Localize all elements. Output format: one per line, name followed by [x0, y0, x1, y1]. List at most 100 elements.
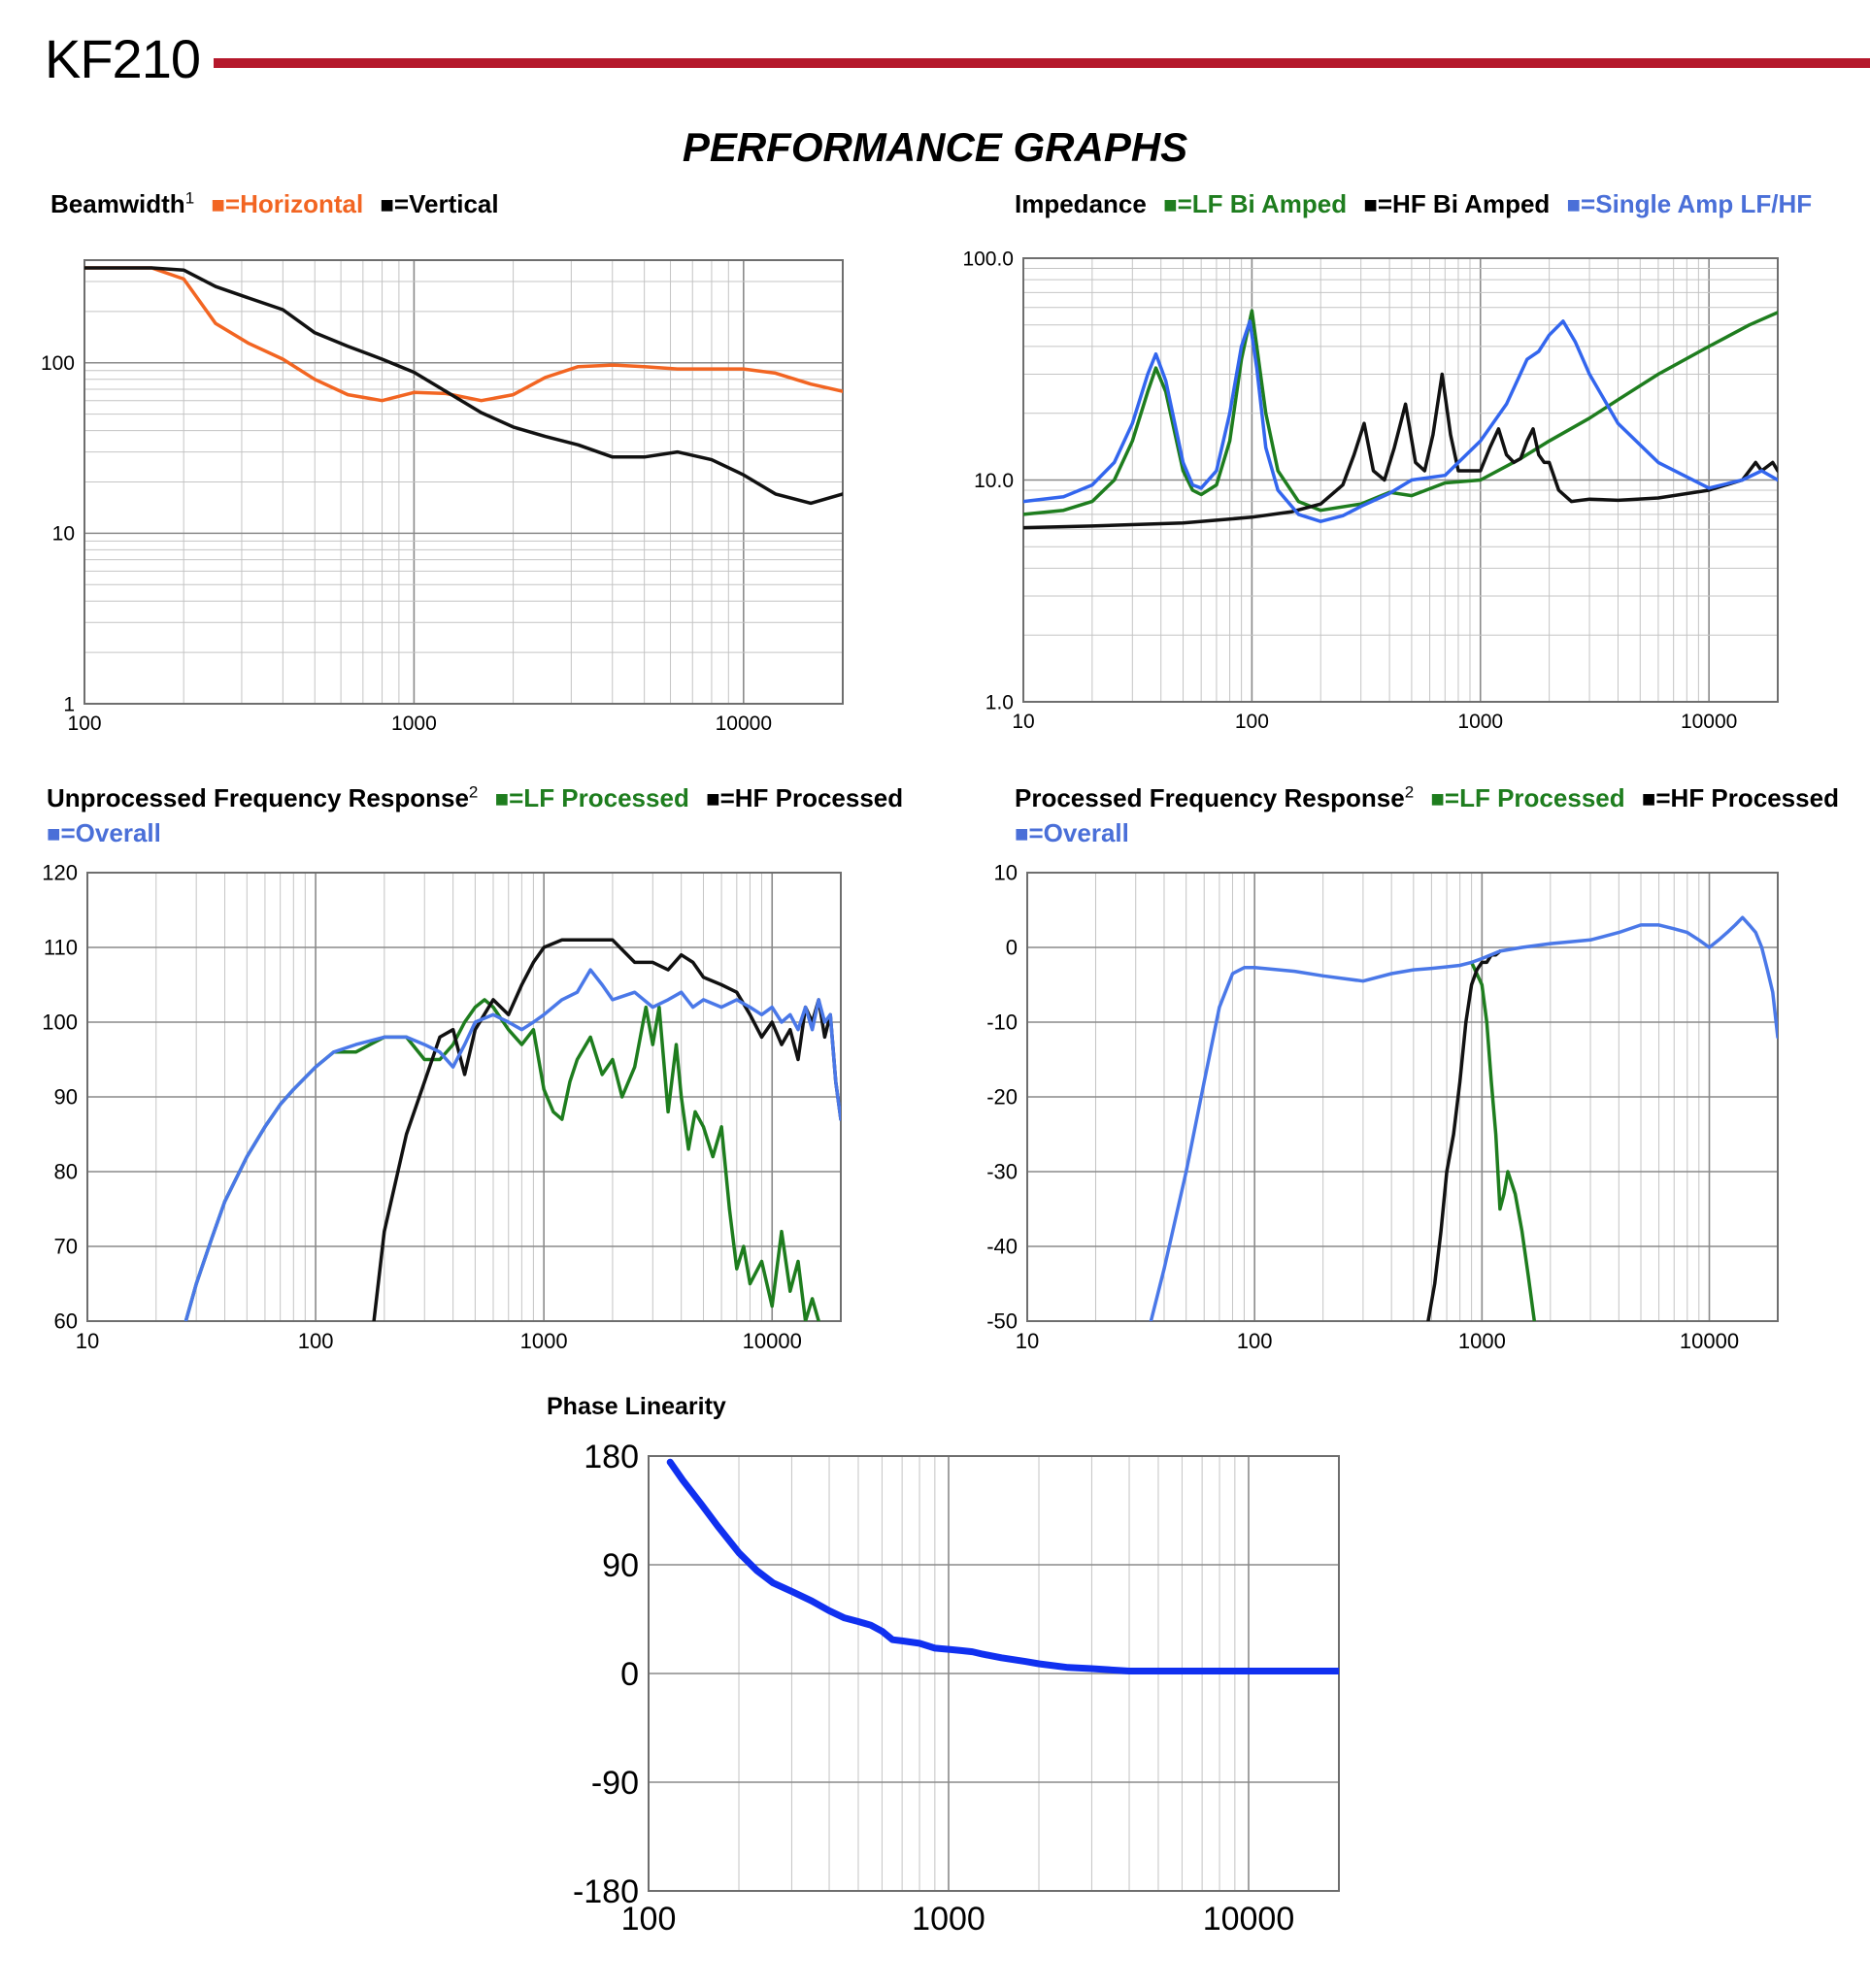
y-tick-label: -180: [573, 1873, 639, 1910]
legend-unproc-lf: ■=LF Processed: [495, 783, 689, 812]
legend-unproc-hf: ■=HF Processed: [706, 783, 903, 812]
series-line-processed-response-0: [1469, 960, 1537, 1321]
legend-swatch-icon: ■: [1566, 192, 1582, 218]
processed-response-chart: 10 100 1000 10000 -50 -40 -30 -20 -10 0 10: [986, 861, 1779, 1353]
y-tick-label: 90: [602, 1547, 639, 1584]
x-tick-label: 100: [621, 1901, 677, 1938]
series-line-impedance-1: [1023, 372, 1778, 530]
legend-swatch-icon: ■: [1641, 786, 1656, 812]
product-title: KF210: [45, 28, 201, 89]
plot-frame: [86, 872, 842, 1322]
x-tick-label: 10: [1016, 1329, 1039, 1353]
unprocessed-title-text: Unprocessed Frequency Response: [47, 783, 469, 812]
y-tick-label: 110: [44, 936, 78, 960]
y-tick-label: -50: [986, 1309, 1018, 1334]
processed-title-text: Processed Frequency Response: [1015, 783, 1405, 812]
x-tick-label: 10: [1012, 711, 1034, 733]
phase-linearity-chart: 100 1000 10000 -180 -90 0 90 180: [573, 1439, 1340, 1938]
impedance-chart: 10 100 1000 10000 1.0 10.0 100.0: [962, 248, 1779, 733]
legend-swatch-icon: ■: [380, 192, 394, 218]
x-tick-label: 1000: [912, 1901, 985, 1938]
legend-proc-overall: ■=Overall: [1015, 818, 1129, 847]
legend-swatch-icon: ■: [706, 786, 720, 812]
series-line-phase-linearity-0: [666, 1458, 1339, 1674]
legend-swatch-icon: ■: [47, 821, 61, 847]
y-tick-label: 120: [42, 861, 78, 885]
legend-single-amp-label: =Single Amp LF/HF: [1581, 189, 1813, 218]
y-tick-label: 100.0: [962, 248, 1014, 270]
x-tick-label: 100: [1237, 1329, 1273, 1353]
series-line-beamwidth-0: [84, 266, 843, 403]
legend-proc-lf: ■=LF Processed: [1430, 783, 1624, 812]
y-tick-label: 1.0: [985, 691, 1014, 713]
phase-title: Phase Linearity: [547, 1390, 726, 1423]
processed-title: Processed Frequency Response2 ■=LF Proce…: [1015, 781, 1839, 851]
x-tick-label: 1000: [391, 712, 437, 735]
beamwidth-title: Beamwidth1 ■=Horizontal ■=Vertical: [50, 187, 499, 222]
legend-hf-bi-amped: ■=HF Bi Amped: [1363, 189, 1550, 218]
impedance-title: Impedance ■=LF Bi Amped ■=HF Bi Amped ■=…: [1015, 187, 1812, 222]
legend-proc-hf-label: =HF Processed: [1655, 783, 1839, 812]
y-tick-label: 1: [63, 693, 75, 715]
y-tick-label: 90: [54, 1085, 78, 1110]
legend-lf-bi-amped: ■=LF Bi Amped: [1163, 189, 1347, 218]
legend-unproc-lf-label: =LF Processed: [509, 783, 689, 812]
x-tick-label: 100: [1235, 711, 1269, 733]
x-tick-label: 10000: [1203, 1901, 1295, 1938]
series-line-unprocessed-response-2: [184, 968, 841, 1321]
legend-unproc-overall-label: =Overall: [60, 818, 161, 847]
x-tick-label: 1000: [520, 1329, 568, 1353]
y-tick-label: -40: [986, 1235, 1018, 1259]
y-tick-label: 80: [54, 1160, 78, 1184]
page-heading: PERFORMANCE GRAPHS: [682, 124, 1188, 170]
y-tick-label: 180: [584, 1439, 639, 1475]
legend-swatch-icon: ■: [1015, 821, 1029, 847]
plot-frame: [1026, 872, 1779, 1322]
y-tick-label: 100: [41, 352, 75, 375]
processed-title-sup: 2: [1404, 782, 1415, 802]
legend-unproc-overall: ■=Overall: [47, 818, 161, 847]
y-tick-label: 10.0: [974, 470, 1014, 492]
legend-swatch-icon: ■: [1430, 786, 1445, 812]
y-tick-label: -90: [591, 1765, 639, 1802]
x-tick-label: 10000: [1680, 1329, 1739, 1353]
x-tick-label: 100: [67, 712, 101, 735]
legend-proc-overall-label: =Overall: [1028, 818, 1129, 847]
series-line-unprocessed-response-1: [372, 938, 841, 1321]
header-rule: [214, 58, 1870, 68]
y-tick-label: -30: [986, 1160, 1018, 1184]
legend-proc-lf-label: =LF Processed: [1444, 783, 1625, 812]
legend-unproc-hf-label: =HF Processed: [719, 783, 904, 812]
y-tick-label: 100: [42, 1011, 78, 1035]
legend-proc-hf: ■=HF Processed: [1642, 783, 1839, 812]
legend-swatch-icon: ■: [494, 786, 510, 812]
phase-title-text: Phase Linearity: [547, 1393, 726, 1420]
beamwidth-chart: 100 1000 10000 1 10 100: [41, 259, 844, 735]
legend-hf-bi-amped-label: =HF Bi Amped: [1377, 189, 1551, 218]
plot-frame: [83, 259, 844, 705]
series-line-beamwidth-1: [84, 266, 843, 506]
legend-vertical-label: =Vertical: [393, 189, 499, 218]
series-line-unprocessed-response-0: [184, 998, 821, 1321]
series-line-impedance-0: [1023, 309, 1778, 516]
x-tick-label: 10000: [1681, 711, 1737, 733]
unprocessed-title: Unprocessed Frequency Response2 ■=LF Pro…: [47, 781, 903, 851]
x-tick-label: 100: [298, 1329, 334, 1353]
y-tick-label: -10: [986, 1011, 1018, 1035]
y-tick-label: 10: [994, 861, 1018, 885]
y-tick-label: -20: [986, 1085, 1018, 1110]
series-line-processed-response-1: [1426, 949, 1502, 1321]
series-line-impedance-2: [1023, 319, 1778, 523]
y-tick-label: 0: [1006, 936, 1018, 960]
x-tick-label: 1000: [1458, 1329, 1506, 1353]
series-line-processed-response-2: [1149, 915, 1778, 1321]
y-tick-label: 10: [52, 523, 75, 546]
y-tick-label: 60: [54, 1309, 78, 1334]
x-tick-label: 10000: [743, 1329, 802, 1353]
legend-horizontal-label: =Horizontal: [224, 189, 364, 218]
legend-horizontal: ■=Horizontal: [211, 189, 363, 218]
legend-swatch-icon: ■: [211, 192, 225, 218]
unprocessed-title-sup: 2: [468, 782, 479, 802]
unprocessed-response-chart: 10 100 1000 10000 60 70 80 90 100 110 120: [42, 861, 842, 1353]
